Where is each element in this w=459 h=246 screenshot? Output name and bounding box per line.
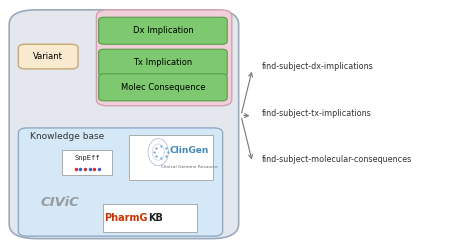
FancyBboxPatch shape [9,10,239,239]
FancyBboxPatch shape [62,150,112,175]
FancyBboxPatch shape [103,204,197,232]
FancyBboxPatch shape [96,10,232,106]
FancyBboxPatch shape [99,74,227,101]
Text: find-subject-dx-implications: find-subject-dx-implications [262,62,373,71]
FancyBboxPatch shape [129,135,213,180]
Text: SnpEff: SnpEff [74,155,100,161]
Text: find-subject-molecular-consequences: find-subject-molecular-consequences [262,155,412,164]
Text: ClinGen: ClinGen [170,146,209,155]
Text: PharmG: PharmG [105,213,148,223]
FancyBboxPatch shape [99,49,227,76]
Text: Molec Consequence: Molec Consequence [121,83,205,92]
FancyBboxPatch shape [18,128,223,236]
Text: KB: KB [148,213,163,223]
Text: Tx Implication: Tx Implication [133,58,193,67]
FancyBboxPatch shape [99,17,227,44]
Text: Clinical Genome Resource: Clinical Genome Resource [161,165,218,169]
FancyBboxPatch shape [18,44,78,69]
Text: Knowledge base: Knowledge base [30,132,104,141]
Text: CIViC: CIViC [40,197,79,209]
Text: Dx Implication: Dx Implication [133,26,193,35]
Text: find-subject-tx-implications: find-subject-tx-implications [262,109,371,118]
Text: Variant: Variant [33,52,63,61]
